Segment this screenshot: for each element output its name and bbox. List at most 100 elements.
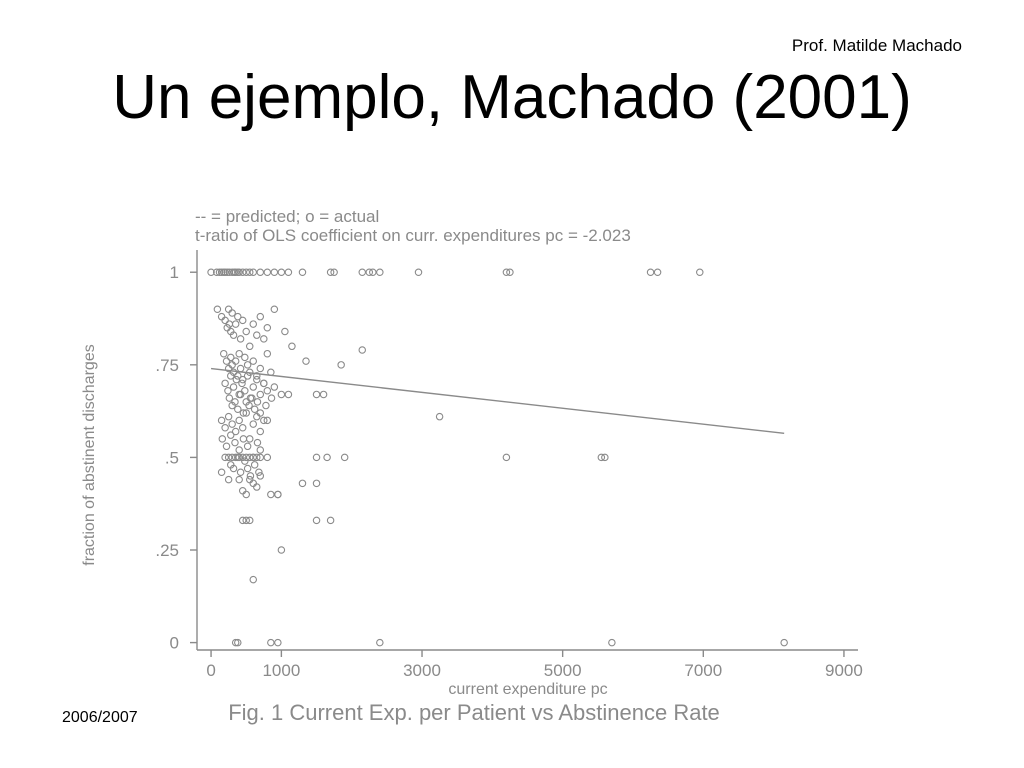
data-point: [242, 268, 250, 276]
data-point: [246, 472, 255, 480]
x-tick-label: 9000: [825, 661, 863, 680]
fitted-line: [210, 367, 785, 435]
data-point: [236, 468, 245, 476]
data-point: [228, 453, 236, 462]
data-point: [253, 483, 261, 491]
chart-subtitle: t-ratio of OLS coefficient on curr. expe…: [195, 226, 631, 245]
data-point: [238, 316, 247, 325]
data-point: [263, 349, 272, 358]
data-point: [369, 268, 377, 276]
data-point: [227, 431, 235, 439]
y-tick-label: .5: [165, 448, 179, 467]
data-point: [249, 268, 258, 276]
data-point: [277, 390, 286, 399]
data-point: [242, 490, 250, 499]
data-point: [217, 468, 226, 476]
data-point: [601, 453, 609, 462]
data-point: [250, 405, 259, 414]
data-point: [298, 479, 307, 488]
data-point: [277, 268, 286, 276]
data-point: [323, 453, 331, 462]
data-point: [239, 435, 248, 443]
data-point: [249, 420, 258, 428]
data-point: [646, 268, 655, 276]
data-point: [235, 475, 243, 484]
x-tick-label: 7000: [684, 661, 722, 680]
data-point: [235, 446, 243, 454]
data-point: [249, 453, 258, 462]
data-point: [235, 349, 243, 358]
data-point: [228, 309, 236, 317]
data-point: [238, 453, 247, 462]
data-point: [267, 638, 275, 647]
data-point: [224, 475, 233, 484]
data-point: [330, 268, 338, 276]
data-point: [221, 379, 229, 388]
data-point: [232, 375, 241, 384]
data-point: [270, 305, 279, 314]
author-name: Prof. Matilde Machado: [791, 36, 962, 55]
data-point: [236, 390, 245, 399]
data-point: [414, 268, 423, 276]
y-tick-label: .25: [155, 541, 179, 560]
data-point: [506, 268, 514, 276]
data-point: [235, 268, 243, 276]
data-point: [256, 453, 265, 462]
data-point: [223, 268, 231, 276]
data-point: [217, 416, 226, 425]
data-point: [241, 386, 249, 395]
data-point: [242, 327, 250, 336]
data-point: [236, 364, 245, 373]
data-point: [274, 638, 282, 647]
data-point: [236, 335, 245, 343]
data-point: [249, 383, 258, 391]
data-point: [260, 335, 268, 343]
data-point: [365, 268, 374, 276]
data-point: [260, 379, 268, 388]
data-point: [312, 390, 321, 399]
data-point: [245, 453, 254, 462]
data-point: [376, 638, 384, 647]
data-point: [234, 405, 242, 414]
data-point: [241, 353, 249, 362]
data-point: [219, 349, 228, 358]
data-point: [260, 416, 268, 425]
data-point: [256, 472, 265, 480]
data-point: [281, 327, 289, 336]
data-point: [270, 383, 279, 391]
data-point: [231, 268, 240, 276]
data-point: [231, 357, 240, 365]
data-point: [263, 416, 272, 425]
x-tick-label: 3000: [403, 661, 441, 680]
data-point: [212, 268, 221, 276]
data-point: [229, 331, 238, 339]
data-point: [256, 446, 265, 454]
data-point: [270, 268, 279, 276]
data-point: [234, 638, 242, 647]
data-point: [224, 412, 233, 421]
data-point: [284, 390, 293, 399]
data-point: [262, 401, 270, 410]
data-point: [312, 479, 321, 488]
data-point: [250, 461, 259, 469]
data-point: [227, 372, 235, 380]
data-point: [780, 638, 788, 647]
data-point: [245, 401, 253, 410]
data-point: [302, 357, 310, 365]
data-point: [284, 268, 293, 276]
data-point: [312, 453, 321, 462]
data-point: [221, 424, 229, 432]
data-point: [245, 268, 254, 276]
data-point: [256, 268, 265, 276]
data-point: [234, 312, 242, 321]
data-point: [234, 372, 242, 380]
data-point: [245, 516, 254, 525]
data-point: [238, 486, 247, 495]
data-point: [231, 438, 239, 447]
data-point: [238, 516, 247, 525]
data-point: [207, 268, 215, 276]
data-point: [263, 268, 272, 276]
data-point: [243, 442, 252, 451]
data-point: [608, 638, 616, 647]
data-point: [288, 342, 296, 351]
